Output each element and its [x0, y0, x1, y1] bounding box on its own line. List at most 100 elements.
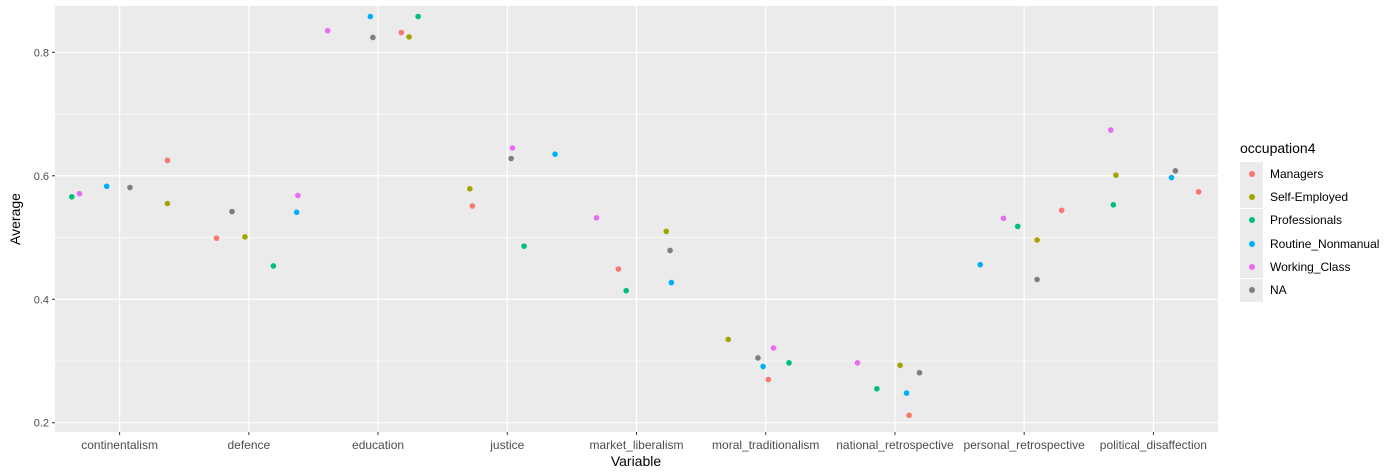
- legend-label: Routine_Nonmanual: [1270, 236, 1380, 251]
- x-axis-title: Variable: [611, 453, 662, 469]
- data-point: [229, 208, 235, 215]
- data-point: [770, 345, 777, 351]
- data-point: [874, 385, 880, 392]
- legend-item: Self-Employed: [1240, 185, 1379, 209]
- legend-swatch: [1248, 287, 1255, 294]
- legend-key: [1240, 232, 1263, 256]
- x-tick-label: personal_retrospective: [963, 438, 1085, 452]
- data-point: [367, 13, 374, 20]
- x-tick-label: political_disaffection: [1100, 438, 1207, 452]
- data-point: [615, 266, 622, 272]
- data-point: [521, 243, 527, 249]
- x-tick-label: education: [352, 438, 404, 452]
- data-point: [1014, 223, 1021, 230]
- data-point: [906, 412, 912, 419]
- legend-swatch: [1248, 217, 1255, 224]
- data-point: [213, 235, 220, 241]
- y-tick-label: 0.2: [34, 418, 49, 430]
- data-point: [242, 234, 248, 240]
- major-gridlines: [55, 6, 1218, 432]
- data-point: [164, 157, 171, 164]
- data-point: [977, 261, 984, 268]
- y-tick-label: 0.6: [34, 171, 49, 183]
- data-point: [916, 369, 923, 376]
- legend-item: Routine_Nonmanual: [1240, 232, 1380, 256]
- data-point: [127, 184, 133, 191]
- data-point: [1034, 276, 1040, 283]
- legend-label: NA: [1270, 283, 1287, 298]
- x-tick-label: moral_traditionalism: [712, 438, 819, 452]
- legend-key: [1240, 162, 1263, 186]
- data-point: [164, 200, 171, 207]
- data-point: [469, 203, 476, 209]
- data-point: [1113, 172, 1119, 178]
- data-point: [668, 279, 675, 286]
- data-point: [324, 27, 331, 34]
- data-point: [398, 29, 405, 36]
- data-point: [725, 336, 732, 343]
- data-point: [1058, 207, 1065, 214]
- data-point: [667, 247, 673, 254]
- legend-swatch: [1248, 240, 1255, 247]
- legend-item: Professionals: [1240, 208, 1379, 232]
- data-point: [1000, 215, 1007, 222]
- data-point: [270, 263, 277, 269]
- legend-key: [1240, 185, 1263, 209]
- legend-items: Managers Self-Employed Professionals Routin…: [1240, 162, 1379, 302]
- legend-item: Working_Class: [1240, 255, 1379, 279]
- y-tick-label: 0.4: [34, 294, 49, 306]
- data-point: [295, 192, 301, 199]
- data-point: [903, 390, 910, 396]
- data-point: [765, 376, 772, 383]
- legend-swatch: [1248, 193, 1255, 200]
- data-point: [755, 355, 761, 361]
- legend-item: NA: [1240, 278, 1379, 302]
- x-tick-label: national_retrospective: [836, 438, 954, 452]
- x-tick-label: continentalism: [81, 438, 158, 452]
- x-tick-label: justice: [489, 438, 524, 452]
- data-point: [406, 34, 412, 40]
- data-point: [663, 228, 670, 235]
- data-point: [467, 185, 473, 192]
- y-axis-title: Average: [7, 193, 23, 245]
- data-point: [508, 155, 514, 162]
- data-point: [415, 13, 421, 20]
- data-points: [68, 13, 1202, 419]
- y-axis-ticks: 0.2 0.4 0.6 0.8: [34, 47, 55, 430]
- legend-swatch: [1248, 263, 1255, 270]
- data-point: [552, 151, 558, 157]
- legend-label: Self-Employed: [1270, 189, 1349, 204]
- legend: occupation4 Managers Self-Employed Profess…: [1240, 140, 1379, 302]
- data-point: [1172, 168, 1179, 174]
- legend-label: Professionals: [1270, 213, 1343, 228]
- legend-label: Working_Class: [1270, 259, 1351, 274]
- data-point: [1110, 202, 1117, 208]
- data-point: [370, 34, 376, 41]
- data-point: [786, 360, 792, 366]
- x-axis-ticks: continentalism defence education justice mar…: [81, 432, 1207, 452]
- data-point: [103, 183, 110, 190]
- legend-label: Managers: [1270, 166, 1324, 181]
- data-point: [854, 360, 861, 366]
- data-point: [1034, 237, 1040, 243]
- data-point: [1168, 174, 1175, 181]
- data-point: [293, 209, 300, 216]
- data-point: [593, 214, 600, 221]
- legend-item: Managers: [1240, 162, 1379, 186]
- data-point: [509, 145, 516, 151]
- x-tick-label: defence: [227, 438, 270, 452]
- legend-swatch: [1248, 170, 1255, 177]
- data-point: [897, 362, 903, 369]
- x-tick-label: market_liberalism: [589, 438, 683, 452]
- y-tick-label: 0.8: [34, 47, 49, 59]
- data-point: [760, 363, 766, 370]
- legend-key: [1240, 208, 1263, 232]
- legend-key: [1240, 278, 1263, 302]
- data-point: [623, 287, 629, 294]
- data-point: [1195, 189, 1202, 195]
- data-point: [1107, 127, 1114, 133]
- data-point: [68, 193, 75, 200]
- data-point: [76, 190, 83, 197]
- legend-title: occupation4: [1240, 140, 1316, 156]
